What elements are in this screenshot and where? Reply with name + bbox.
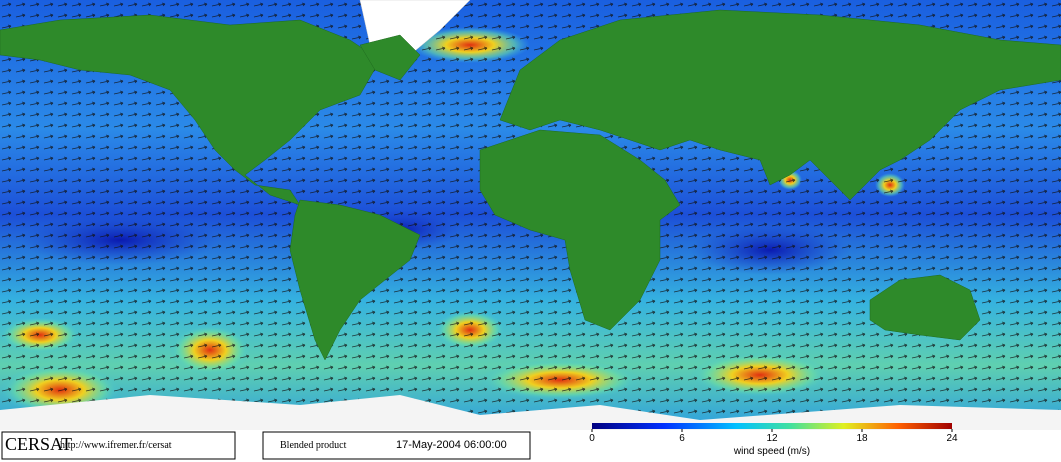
info-box (1, 431, 236, 460)
legend-tick-label: 6 (679, 433, 685, 444)
product-box (262, 431, 531, 460)
logo: CERSAT (5, 434, 72, 454)
colorbar (592, 423, 952, 429)
legend-tick-label: 24 (946, 433, 958, 444)
map (0, 0, 1061, 430)
footer: CERSAT http://www.ifremer.fr/cersat Blen… (1, 423, 958, 460)
legend-tick-label: 18 (856, 433, 868, 444)
legend-tick-label: 12 (766, 433, 778, 444)
url: http://www.ifremer.fr/cersat (60, 440, 172, 451)
legend-tick-label: 0 (589, 433, 595, 444)
timestamp: 17-May-2004 06:00:00 (396, 439, 507, 451)
product: Blended product (280, 440, 347, 451)
legend-title: wind speed (m/s) (733, 446, 810, 457)
